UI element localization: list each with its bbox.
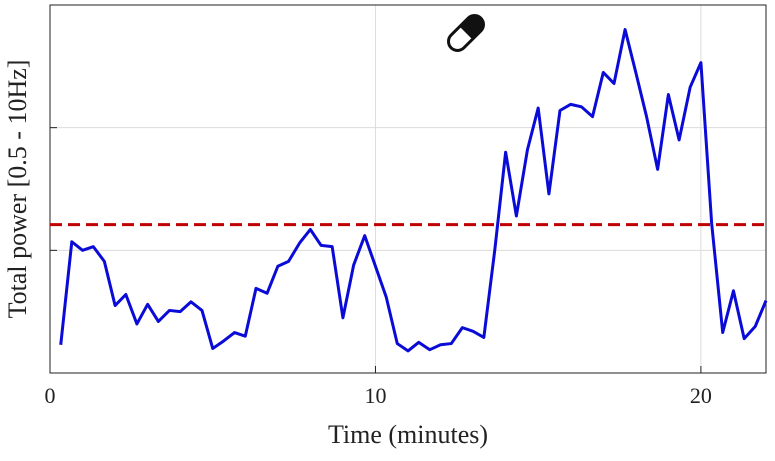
plot-frame bbox=[49, 4, 767, 374]
x-tick-label: 0 bbox=[45, 383, 56, 408]
pill-icon bbox=[447, 14, 485, 52]
data-line bbox=[59, 28, 768, 353]
x-tick-label: 20 bbox=[690, 383, 712, 408]
x-tick-label: 10 bbox=[364, 383, 386, 408]
x-axis-label: Time (minutes) bbox=[328, 420, 488, 449]
y-axis-label: Total power [0.5 - 10Hz] bbox=[3, 60, 32, 319]
